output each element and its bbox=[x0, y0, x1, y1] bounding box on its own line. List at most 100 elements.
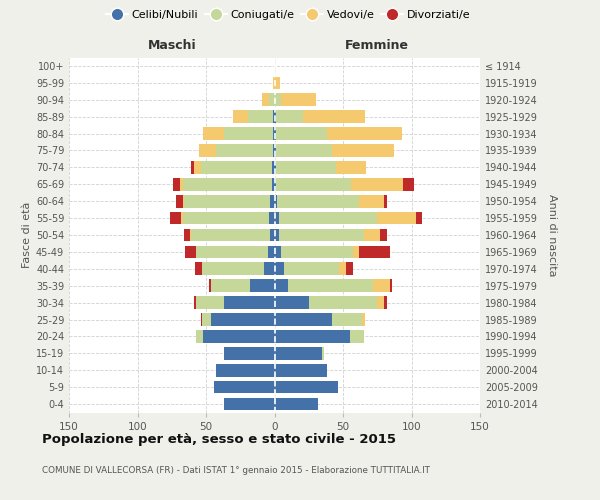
Bar bbox=[275, 398, 319, 410]
Bar bbox=[288, 280, 373, 292]
Bar bbox=[183, 212, 269, 224]
Bar bbox=[416, 212, 422, 224]
Bar bbox=[194, 296, 196, 309]
Bar bbox=[209, 280, 211, 292]
Bar bbox=[224, 296, 275, 309]
Bar bbox=[332, 313, 362, 326]
Bar bbox=[309, 296, 377, 309]
Bar bbox=[215, 144, 273, 157]
Bar bbox=[275, 381, 338, 394]
Bar bbox=[322, 347, 324, 360]
Bar bbox=[373, 280, 389, 292]
Bar bbox=[183, 195, 184, 207]
Bar bbox=[233, 110, 248, 123]
Text: Femmine: Femmine bbox=[345, 40, 409, 52]
Bar bbox=[351, 178, 403, 190]
Bar bbox=[339, 262, 346, 275]
Bar bbox=[203, 330, 275, 343]
Bar bbox=[200, 313, 202, 326]
Bar bbox=[248, 110, 273, 123]
Text: Maschi: Maschi bbox=[148, 40, 196, 52]
Bar bbox=[202, 262, 263, 275]
Bar bbox=[275, 178, 276, 190]
Bar bbox=[224, 347, 275, 360]
Bar bbox=[273, 110, 275, 123]
Bar bbox=[276, 161, 336, 173]
Bar bbox=[269, 212, 275, 224]
Bar bbox=[389, 280, 392, 292]
Bar bbox=[275, 212, 278, 224]
Bar bbox=[184, 195, 271, 207]
Bar bbox=[268, 246, 275, 258]
Bar bbox=[275, 347, 322, 360]
Text: Popolazione per età, sesso e stato civile - 2015: Popolazione per età, sesso e stato civil… bbox=[42, 432, 396, 446]
Bar bbox=[191, 228, 271, 241]
Bar bbox=[359, 246, 389, 258]
Bar bbox=[275, 280, 288, 292]
Bar bbox=[211, 313, 275, 326]
Bar bbox=[275, 94, 281, 106]
Bar bbox=[275, 228, 278, 241]
Bar bbox=[275, 144, 276, 157]
Bar bbox=[278, 228, 364, 241]
Bar bbox=[275, 110, 276, 123]
Bar bbox=[202, 313, 211, 326]
Bar bbox=[183, 178, 272, 190]
Bar bbox=[196, 330, 203, 343]
Bar bbox=[275, 330, 350, 343]
Bar bbox=[384, 195, 387, 207]
Bar bbox=[276, 178, 351, 190]
Bar bbox=[199, 144, 215, 157]
Bar bbox=[203, 127, 224, 140]
Bar bbox=[275, 195, 277, 207]
Bar bbox=[262, 94, 269, 106]
Bar bbox=[350, 330, 364, 343]
Bar bbox=[273, 76, 275, 89]
Bar bbox=[275, 262, 284, 275]
Bar bbox=[176, 195, 183, 207]
Y-axis label: Fasce di età: Fasce di età bbox=[22, 202, 32, 268]
Bar bbox=[275, 313, 332, 326]
Bar bbox=[191, 161, 194, 173]
Bar bbox=[275, 296, 309, 309]
Bar bbox=[353, 246, 359, 258]
Bar bbox=[362, 313, 365, 326]
Bar bbox=[269, 94, 275, 106]
Bar bbox=[180, 178, 183, 190]
Bar bbox=[326, 127, 402, 140]
Bar bbox=[384, 296, 387, 309]
Bar bbox=[359, 195, 384, 207]
Text: COMUNE DI VALLECORSA (FR) - Dati ISTAT 1° gennaio 2015 - Elaborazione TUTTITALIA: COMUNE DI VALLECORSA (FR) - Dati ISTAT 1… bbox=[42, 466, 430, 475]
Bar bbox=[281, 94, 316, 106]
Bar bbox=[185, 246, 196, 258]
Bar bbox=[275, 76, 280, 89]
Bar bbox=[224, 127, 273, 140]
Bar bbox=[377, 212, 416, 224]
Bar bbox=[272, 178, 275, 190]
Bar bbox=[200, 161, 272, 173]
Legend: Celibi/Nubili, Coniugati/e, Vedovi/e, Divorziati/e: Celibi/Nubili, Coniugati/e, Vedovi/e, Di… bbox=[101, 6, 475, 25]
Bar bbox=[281, 246, 353, 258]
Bar bbox=[190, 228, 191, 241]
Bar bbox=[196, 296, 224, 309]
Bar bbox=[184, 228, 190, 241]
Bar bbox=[275, 161, 276, 173]
Bar bbox=[170, 212, 181, 224]
Bar bbox=[214, 381, 275, 394]
Bar bbox=[403, 178, 414, 190]
Bar bbox=[277, 195, 359, 207]
Bar bbox=[380, 228, 387, 241]
Y-axis label: Anni di nascita: Anni di nascita bbox=[547, 194, 557, 276]
Bar bbox=[271, 228, 275, 241]
Bar bbox=[273, 144, 275, 157]
Bar bbox=[195, 262, 202, 275]
Bar bbox=[272, 161, 275, 173]
Bar bbox=[303, 110, 365, 123]
Bar bbox=[346, 262, 353, 275]
Bar bbox=[377, 296, 384, 309]
Bar bbox=[332, 144, 394, 157]
Bar bbox=[276, 144, 332, 157]
Bar bbox=[211, 280, 250, 292]
Bar bbox=[276, 127, 326, 140]
Bar bbox=[215, 364, 275, 376]
